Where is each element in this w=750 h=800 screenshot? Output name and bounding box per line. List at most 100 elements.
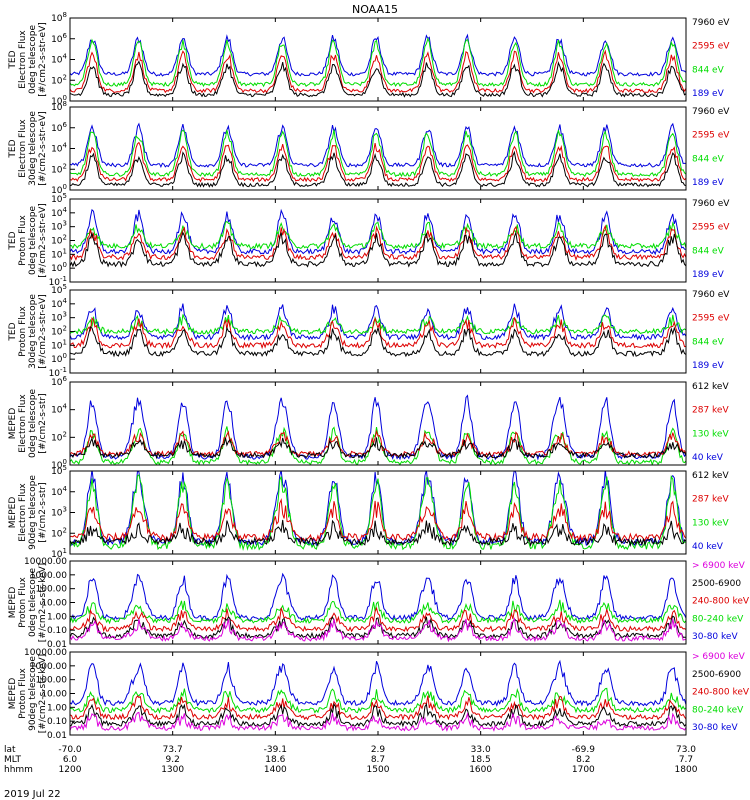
x-row-value-lat: -69.9 — [572, 745, 596, 755]
x-row-value-lat: 73.7 — [163, 745, 183, 755]
y-tick-label: 0.10 — [47, 626, 67, 636]
series-line-7-2 — [70, 695, 686, 721]
series-line-2-0 — [70, 231, 686, 268]
y-axis-label: TEDElectron Flux0deg telescope[#/cm2-s-s… — [8, 22, 48, 97]
y-tick-label: 103 — [51, 506, 67, 519]
legend-entry: 40 keV — [692, 453, 724, 463]
legend-entry: 844 eV — [692, 246, 725, 256]
legend-entry: 2595 eV — [692, 42, 730, 52]
legend-entry: 2500-6900 — [692, 579, 741, 589]
x-row-label-mlt: MLT — [4, 755, 22, 765]
y-tick-label: 0.01 — [47, 731, 67, 741]
y-axis-label: TEDProton Flux0deg telescope[#/cm2-s-str… — [8, 203, 48, 278]
y-axis-label: TEDProton Flux30deg telescope[#/cm2-s-st… — [8, 294, 48, 369]
legend-entry: 240-800 keV — [692, 688, 750, 698]
y-tick-label: 102 — [51, 430, 67, 443]
x-row-value-lat: -70.0 — [58, 745, 82, 755]
legend-entry: 130 keV — [692, 518, 729, 528]
series-line-6-4 — [70, 572, 686, 622]
y-tick-label: 102 — [51, 325, 67, 338]
y-tick-label: 1000.00 — [30, 571, 67, 581]
x-row-value-mlt: 6.0 — [63, 755, 78, 765]
legend-entry: 7960 eV — [692, 199, 730, 209]
series-line-0-1 — [70, 49, 686, 94]
y-tick-label: 100.00 — [36, 676, 68, 686]
y-tick-label: 1000.00 — [30, 662, 67, 672]
x-row-value-mlt: 8.7 — [371, 755, 385, 765]
x-row-value-lat: 73.0 — [676, 745, 696, 755]
y-tick-label: 10.00 — [41, 690, 67, 700]
legend-entry: 844 eV — [692, 65, 725, 75]
x-row-value-lat: 2.9 — [371, 745, 386, 755]
series-line-2-1 — [70, 224, 686, 262]
x-row-value-hhmm: 1400 — [264, 765, 287, 775]
y-axis-label: MEPEDElectron Flux0deg telescope[#/cm2-s… — [8, 389, 48, 459]
y-tick-label: 103 — [51, 311, 67, 324]
series-line-7-0 — [70, 711, 686, 732]
legend-entry: > 6900 keV — [692, 561, 746, 571]
y-tick-label: 10.00 — [41, 599, 67, 609]
panel-2-series — [70, 208, 686, 268]
y-tick-label: 100.00 — [36, 585, 68, 595]
y-tick-label: 102 — [51, 73, 67, 86]
y-tick-label: 1.00 — [47, 703, 67, 713]
series-line-1-3 — [70, 122, 686, 169]
legend-entry: 2595 eV — [692, 314, 730, 324]
x-axis-group: lat -70.0 73.7 -39.1 2.9 33.0 -69.9 73.0 MLT 6.0 9… — [4, 745, 698, 775]
y-tick-label: 1.00 — [47, 612, 67, 622]
x-row-value-hhmm: 1300 — [161, 765, 184, 775]
chart-title: NOAA15 — [352, 3, 398, 16]
y-tick-label: 10000.00 — [24, 557, 67, 567]
y-tick-label: 104 — [51, 403, 67, 416]
panel-0-series — [70, 33, 686, 98]
legend-entry: 7960 eV — [692, 18, 730, 28]
panel-7-series — [70, 659, 686, 732]
x-row-label-hhmm: hhmm — [4, 765, 33, 775]
legend-entry: 287 keV — [692, 495, 729, 505]
legend-entry: 612 keV — [692, 471, 729, 481]
legend-entry: 2595 eV — [692, 131, 730, 141]
legend-entry: 7960 eV — [692, 107, 730, 117]
x-row-value-mlt: 8.2 — [576, 755, 590, 765]
y-tick-label: 0.10 — [47, 717, 67, 727]
series-line-1-1 — [70, 141, 686, 183]
legend-entry: 612 keV — [692, 382, 729, 392]
legend-entry: 189 eV — [692, 361, 725, 371]
y-tick-label: 104 — [51, 142, 67, 155]
legend-entry: 80-240 keV — [692, 705, 744, 715]
y-tick-label: 104 — [51, 206, 67, 219]
y-axis-label: MEPEDProton Flux0deg telescope[#/cm2-s-s… — [8, 563, 48, 642]
date-label: 2019 Jul 22 — [4, 789, 61, 800]
x-row-value-mlt: 7.7 — [679, 755, 693, 765]
legend-entry: 240-800 keV — [692, 597, 750, 607]
panel-6: 0.01 0.10 1.00 10.00 100.00 1000.00 10000.00ME… — [8, 557, 750, 650]
y-tick-label: 101 — [51, 338, 67, 351]
x-row-value-mlt: 9.2 — [166, 755, 180, 765]
y-tick-label: 101 — [51, 247, 67, 260]
legend-entry: 844 eV — [692, 154, 725, 164]
x-row-value-lat: 33.0 — [471, 745, 491, 755]
series-line-3-0 — [70, 326, 686, 358]
series-line-6-1 — [70, 615, 686, 640]
panel-6-series — [70, 572, 686, 643]
y-tick-label: 104 — [51, 53, 67, 66]
y-tick-label: 104 — [51, 297, 67, 310]
y-tick-label: 100 — [51, 261, 67, 274]
legend-entry: 844 eV — [692, 337, 725, 347]
legend-entry: 130 keV — [692, 429, 729, 439]
x-row-value-mlt: 18.6 — [265, 755, 285, 765]
y-axis-label: TEDElectron Flux30deg telescope[#/cm2-s-… — [8, 111, 48, 186]
y-tick-label: 106 — [51, 121, 67, 134]
x-row-value-hhmm: 1500 — [367, 765, 390, 775]
panel-3-series — [70, 303, 686, 358]
series-line-2-3 — [70, 208, 686, 256]
series-line-4-0 — [70, 436, 686, 460]
series-line-6-3 — [70, 599, 686, 625]
